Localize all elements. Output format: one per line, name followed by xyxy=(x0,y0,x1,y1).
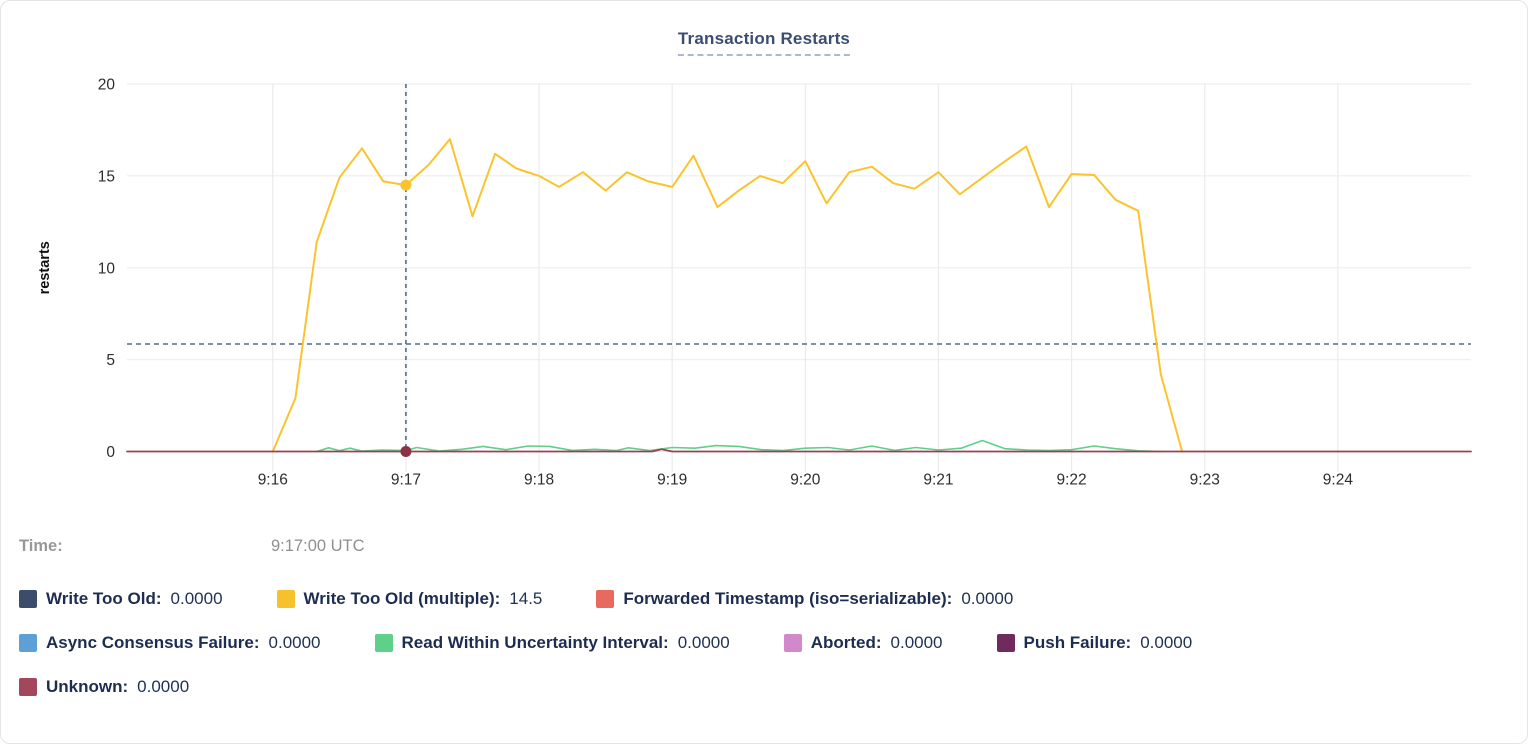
legend-label: Async Consensus Failure: xyxy=(46,633,260,652)
y-tick-label: 15 xyxy=(98,168,115,185)
hover-time-value: 9:17:00 UTC xyxy=(271,537,365,555)
y-tick-label: 20 xyxy=(98,77,116,94)
hover-dot-unknown xyxy=(400,446,412,457)
hover-time-label: Time: xyxy=(19,537,63,555)
legend-swatch-write-too-old-multiple xyxy=(276,590,295,608)
legend-label: Write Too Old (multiple): xyxy=(303,589,501,608)
legend-label: Forwarded Timestamp (iso=serializable): xyxy=(623,589,953,608)
hover-time-row: Time: 9:17:00 UTC xyxy=(19,537,1119,556)
legend-label: Aborted: xyxy=(810,633,882,652)
legend-swatch-write-too-old xyxy=(19,590,37,608)
legend-label: Unknown: xyxy=(46,677,129,696)
legend-value: 0.0000 xyxy=(170,589,223,608)
x-tick-label: 9:19 xyxy=(657,472,687,489)
legend-swatch-async-consensus-failure xyxy=(19,634,37,652)
y-tick-label: 0 xyxy=(106,444,115,461)
legend-swatch-read-within-uncertainty-interval xyxy=(374,634,393,652)
legend: Write Too Old: 0.0000 Write Too Old (multi… xyxy=(19,589,1509,697)
legend-label: Read Within Uncertainty Interval: xyxy=(401,633,669,652)
legend-row: Unknown: 0.0000 xyxy=(19,677,1509,697)
legend-item-unknown: Unknown: 0.0000 xyxy=(19,677,189,697)
y-tick-label: 5 xyxy=(106,352,115,369)
x-tick-label: 9:16 xyxy=(258,472,288,489)
legend-value: 14.5 xyxy=(509,589,543,608)
y-tick-label: 10 xyxy=(98,260,116,277)
legend-swatch-forwarded-timestamp xyxy=(596,590,615,608)
legend-row: Write Too Old: 0.0000 Write Too Old (multi… xyxy=(19,589,1509,609)
y-axis-label: restarts xyxy=(37,241,53,294)
legend-item-aborted: Aborted: 0.0000 xyxy=(783,633,943,653)
legend-value: 0.0000 xyxy=(961,589,1014,608)
series-unknown xyxy=(126,448,1472,453)
legend-swatch-unknown xyxy=(19,678,37,696)
series-read-within-uncertainty-interval xyxy=(315,439,1162,453)
legend-value: 0.0000 xyxy=(1140,633,1193,652)
chart-svg[interactable]: 0 5 10 15 20 9:16 9:17 9:18 9:19 9:20 9:21 9:22 9:23… xyxy=(1,1,1528,521)
legend-label: Write Too Old: xyxy=(46,589,162,608)
legend-label: Push Failure: xyxy=(1023,633,1132,652)
legend-swatch-aborted xyxy=(783,634,802,652)
legend-item-write-too-old: Write Too Old: 0.0000 xyxy=(19,589,223,609)
x-tick-label: 9:23 xyxy=(1190,472,1220,489)
legend-item-push-failure: Push Failure: 0.0000 xyxy=(996,633,1193,653)
legend-swatch-push-failure xyxy=(996,634,1015,652)
legend-value: 0.0000 xyxy=(890,633,943,652)
x-tick-label: 9:24 xyxy=(1323,472,1354,489)
x-tick-label: 9:20 xyxy=(790,472,821,489)
legend-item-read-within-uncertainty-interval: Read Within Uncertainty Interval: 0.0000 xyxy=(374,633,730,653)
series-write-too-old-multiple xyxy=(271,138,1184,453)
x-tick-label: 9:18 xyxy=(524,472,554,489)
legend-value: 0.0000 xyxy=(677,633,730,652)
x-tick-label: 9:22 xyxy=(1057,472,1087,489)
chart-title[interactable]: Transaction Restarts xyxy=(677,29,851,56)
legend-value: 0.0000 xyxy=(268,633,321,652)
legend-value: 0.0000 xyxy=(137,677,190,696)
legend-row: Async Consensus Failure: 0.0000 Read Withi… xyxy=(19,633,1509,653)
legend-item-async-consensus-failure: Async Consensus Failure: 0.0000 xyxy=(19,633,321,653)
legend-item-write-too-old-multiple: Write Too Old (multiple): 14.5 xyxy=(276,589,543,609)
hover-dot-write-too-old-multiple xyxy=(400,179,412,191)
legend-item-forwarded-timestamp: Forwarded Timestamp (iso=serializable): 0… xyxy=(596,589,1013,609)
x-tick-label: 9:21 xyxy=(923,472,953,489)
x-tick-label: 9:17 xyxy=(391,472,421,489)
